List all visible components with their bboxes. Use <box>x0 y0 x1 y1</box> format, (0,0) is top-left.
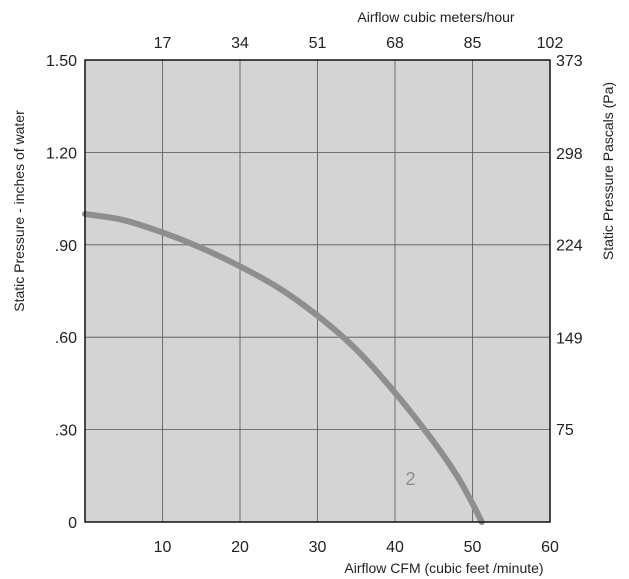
top-axis-title: Airflow cubic meters/hour <box>357 9 515 25</box>
grid-lines <box>85 60 550 522</box>
y-left-tick-label: .30 <box>55 423 77 440</box>
x-top-tick-label: 34 <box>231 35 249 52</box>
y-right-tick-label: 75 <box>556 422 574 439</box>
y-left-tick-label: .90 <box>55 238 77 255</box>
x-top-tick-label: 102 <box>537 35 564 52</box>
x-top-tick-label: 68 <box>386 35 404 52</box>
x-bottom-tick-label: 40 <box>386 539 404 556</box>
series-line-2 <box>82 211 485 525</box>
x-bottom-tick-label: 20 <box>231 539 249 556</box>
x-bottom-tick-label: 60 <box>541 539 559 556</box>
y-left-tick-label: 0 <box>68 515 77 532</box>
y-left-tick-label: 1.20 <box>46 145 77 162</box>
left-axis-title: Static Pressure - inches of water <box>11 110 27 312</box>
x-top-tick-label: 85 <box>464 35 482 52</box>
bottom-axis-title: Airflow CFM (cubic feet /minute) <box>344 560 543 576</box>
y-right-tick-label: 149 <box>556 330 583 347</box>
plot-frame <box>84 59 551 523</box>
x-top-tick-label: 51 <box>309 35 327 52</box>
curve-label: 2 <box>405 469 415 489</box>
y-right-tick-label: 373 <box>556 53 583 70</box>
y-left-tick-label: 1.50 <box>46 53 77 70</box>
x-bottom-tick-label: 10 <box>154 539 172 556</box>
y-right-tick-label: 298 <box>556 146 583 163</box>
curve-layer: 2 <box>82 211 485 525</box>
x-bottom-tick-label: 50 <box>464 539 482 556</box>
y-left-tick-label: .60 <box>55 330 77 347</box>
right-axis-title: Static Pressure Pascals (Pa) <box>600 82 616 260</box>
x-top-tick-label: 17 <box>154 35 172 52</box>
y-right-tick-label: 224 <box>556 238 583 255</box>
x-bottom-tick-label: 30 <box>309 539 327 556</box>
